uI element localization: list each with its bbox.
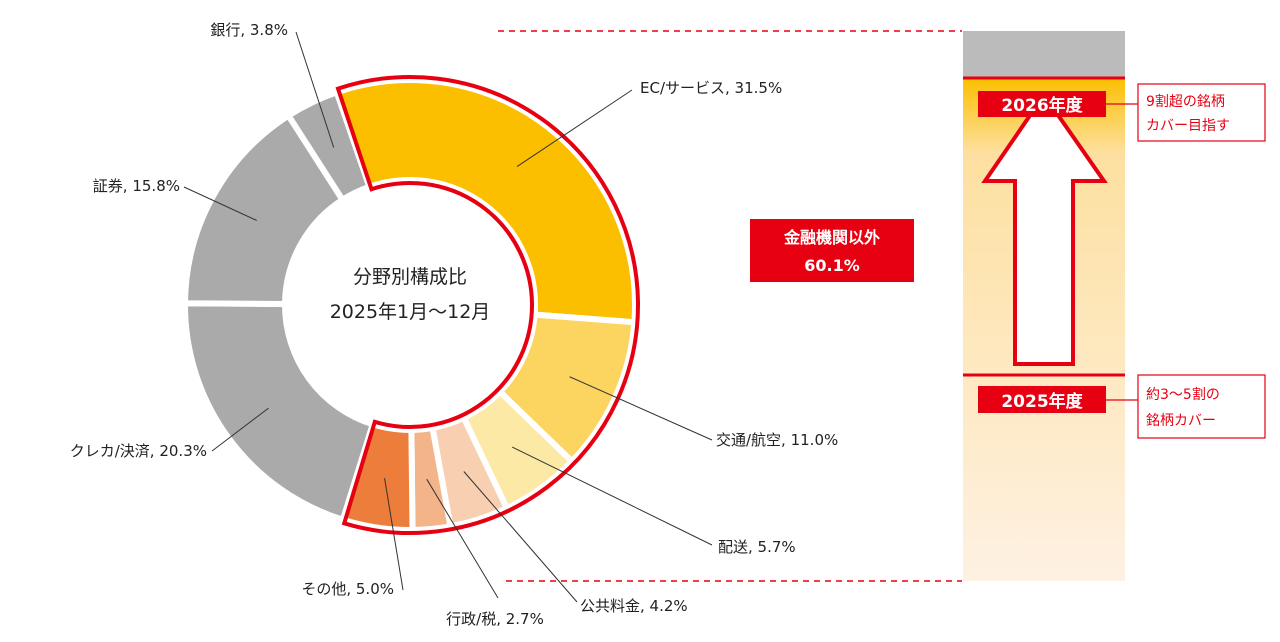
- highlight-value: 60.1%: [804, 256, 860, 275]
- leader-line-7: [183, 186, 257, 221]
- donut-slices: [181, 75, 640, 535]
- slice-labels: EC/サービス, 31.5% 交通/航空, 11.0% 配送, 5.7% 公共料金, …: [70, 21, 839, 628]
- slice-label-2: 配送, 5.7%: [718, 538, 796, 556]
- slice-label-3: 公共料金, 4.2%: [580, 597, 688, 615]
- highlight-label: 金融機関以外: [783, 228, 880, 247]
- leader-line-2: [511, 446, 713, 546]
- arrow-up-icon: [981, 91, 1108, 366]
- slice-label-5: その他, 5.0%: [301, 580, 394, 598]
- note-2026-line1: 9割超の銘柄: [1146, 93, 1225, 110]
- leader-lines: [183, 31, 713, 603]
- year-2026-label: 2026年度: [1001, 95, 1083, 116]
- year-2025-box: [978, 386, 1106, 413]
- leader-line-3: [463, 471, 578, 603]
- note-2026-line2: カバー目指す: [1146, 118, 1230, 134]
- coverage-bar: 2026年度 2025年度: [963, 31, 1125, 581]
- slice-label-1: 交通/航空, 11.0%: [716, 431, 838, 449]
- slice-0: [332, 77, 638, 326]
- highlight-box: [750, 219, 914, 282]
- slice-label-0: EC/サービス, 31.5%: [640, 79, 782, 97]
- non-financial-outline: [335, 75, 640, 535]
- slice-6: [182, 300, 377, 524]
- note-2026-box: [1137, 83, 1266, 142]
- note-2025-line2: 銘柄カバー: [1146, 413, 1216, 429]
- leader-line-8: [295, 31, 335, 148]
- leader-line-1: [569, 376, 713, 441]
- coverage-bar-gray: [963, 31, 1125, 78]
- year-2026-box: [978, 91, 1106, 117]
- leader-line-0: [516, 89, 633, 167]
- year-2025-label: 2025年度: [1001, 391, 1083, 412]
- center-period: 2025年1月〜12月: [330, 301, 491, 323]
- note-2025-box: [1137, 374, 1266, 439]
- slice-label-8: 銀行, 3.8%: [210, 21, 288, 39]
- leader-line-6: [211, 407, 269, 452]
- leader-line-5: [384, 478, 404, 591]
- note-2025-line1: 約3〜5割の: [1146, 386, 1220, 403]
- slice-label-6: クレカ/決済, 20.3%: [70, 442, 207, 460]
- slice-label-7: 証券, 15.8%: [93, 177, 180, 195]
- center-title: 分野別構成比: [353, 266, 467, 288]
- slice-label-4: 行政/税, 2.7%: [446, 610, 544, 628]
- leader-line-4: [426, 478, 499, 599]
